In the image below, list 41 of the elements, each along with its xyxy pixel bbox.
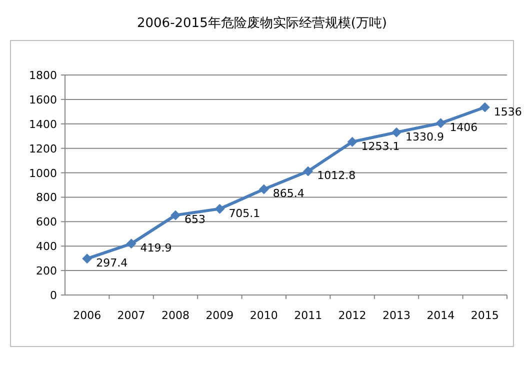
point bbox=[82, 254, 92, 264]
point bbox=[214, 204, 225, 214]
x-tick-label: 2006 bbox=[73, 309, 102, 322]
x-tick-label: 2013 bbox=[382, 309, 410, 322]
y-tick-label: 1000 bbox=[29, 166, 57, 180]
y-tick-label: 200 bbox=[36, 264, 57, 278]
y-tick-label: 1800 bbox=[29, 69, 57, 82]
x-tick-label: 2015 bbox=[470, 309, 499, 322]
data-label: 1536 bbox=[494, 105, 522, 118]
point bbox=[303, 166, 314, 176]
data-label: 865.4 bbox=[272, 187, 304, 200]
data-label: 1330.9 bbox=[406, 130, 444, 144]
y-tick-label: 400 bbox=[36, 240, 57, 254]
chart-title: 2006-2015年危险废物实际经营规模(万吨) bbox=[136, 16, 388, 31]
x-tick-label: 2014 bbox=[426, 309, 455, 322]
point bbox=[392, 127, 402, 138]
x-tick-label: 2009 bbox=[206, 309, 234, 322]
point bbox=[436, 118, 446, 128]
x-tick-label: 2012 bbox=[338, 309, 366, 322]
y-tick-label: 1600 bbox=[29, 93, 57, 106]
x-tick-label: 2007 bbox=[117, 309, 146, 322]
data-label: 1012.8 bbox=[317, 169, 356, 182]
x-tick-label: 2010 bbox=[250, 309, 278, 322]
data-label: 1253.1 bbox=[361, 140, 400, 153]
x-tick-label: 2008 bbox=[162, 309, 190, 322]
y-tick-label: 1400 bbox=[29, 118, 57, 131]
y-tick-label: 600 bbox=[36, 216, 57, 229]
data-label: 419.9 bbox=[140, 242, 172, 255]
data-label: 705.1 bbox=[228, 206, 260, 220]
data-label: 653 bbox=[184, 213, 206, 226]
point bbox=[347, 136, 358, 147]
point bbox=[170, 210, 180, 220]
y-tick-label: 0 bbox=[50, 289, 57, 302]
point bbox=[480, 102, 490, 112]
y-tick-label: 1200 bbox=[29, 142, 57, 156]
y-tick-label: 800 bbox=[36, 191, 57, 204]
data-label: 297.4 bbox=[96, 256, 128, 270]
point bbox=[258, 184, 269, 194]
point bbox=[126, 238, 136, 249]
x-tick-label: 2011 bbox=[294, 309, 322, 322]
data-label: 1406 bbox=[450, 121, 478, 134]
